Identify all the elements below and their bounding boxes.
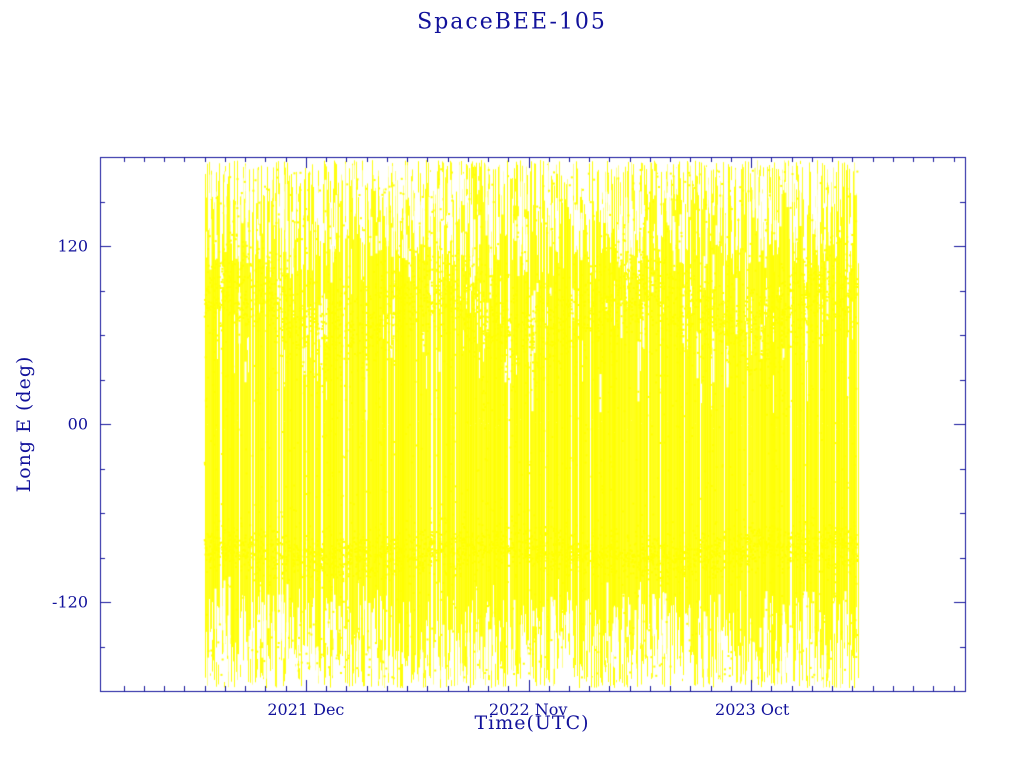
y-tick-label: -120 bbox=[52, 592, 88, 612]
x-axis-title: Time(UTC) bbox=[474, 712, 590, 734]
x-tick-label: 2022 Nov bbox=[488, 700, 568, 719]
y-tick-label: 120 bbox=[57, 236, 88, 256]
y-tick-label: 00 bbox=[67, 414, 88, 434]
x-tick-label: 2021 Dec bbox=[267, 700, 345, 719]
x-tick-label: 2023 Oct bbox=[715, 700, 790, 719]
y-axis-title: Long E (deg) bbox=[13, 355, 35, 493]
chart-title: SpaceBEE-105 bbox=[417, 9, 607, 35]
